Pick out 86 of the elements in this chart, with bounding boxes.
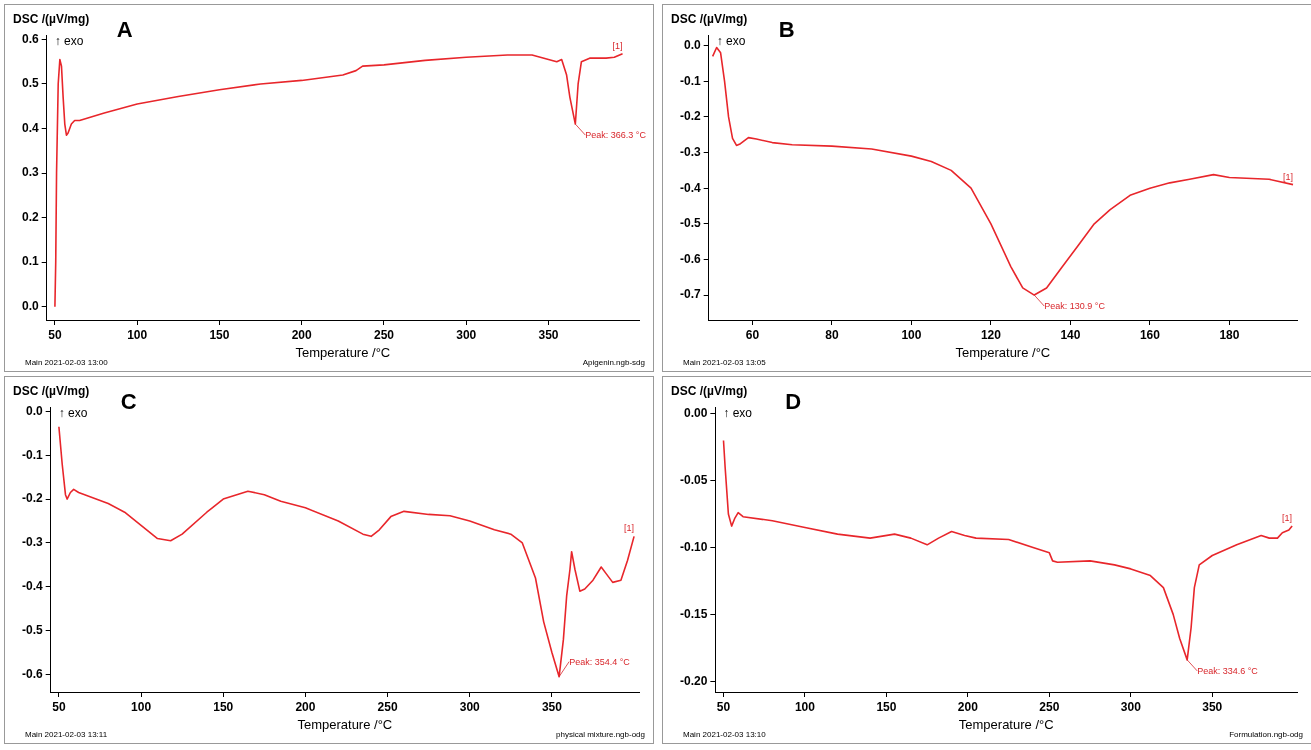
x-tick-label: 150 — [209, 327, 230, 342]
y-axis-title: DSC /(µV/mg) — [671, 12, 748, 26]
text: physical mixture.ngb-odg — [556, 730, 645, 739]
x-axis-title: Temperature /°C — [955, 344, 1051, 360]
y-tick-label: -0.3 — [679, 144, 701, 159]
x-tick-label: 160 — [1139, 327, 1161, 342]
x-tick-label: 200 — [291, 327, 313, 342]
x-tick-label: 250 — [373, 327, 395, 342]
annotation: [1] — [1283, 171, 1294, 182]
y-tick-label: -0.05 — [679, 472, 708, 487]
x-tick-label: 120 — [980, 327, 1002, 342]
y-tick-label: 0.3 — [21, 165, 39, 180]
y-axis-title: DSC /(µV/mg) — [671, 384, 748, 398]
x-tick-label: 50 — [52, 699, 66, 714]
y-tick-label: 0.0 — [683, 38, 701, 52]
x-tick-label: 300 — [459, 699, 481, 714]
x-tick-label: 100 — [794, 699, 816, 714]
y-tick-label: -0.3 — [21, 535, 43, 550]
x-tick-label: 50 — [48, 327, 62, 342]
annotation: ↑ exo — [58, 406, 88, 420]
annotation: [1] — [624, 523, 635, 534]
x-axis-title: Temperature /°C — [958, 716, 1054, 732]
y-tick-label: 0.0 — [25, 403, 43, 418]
x-tick-label: 150 — [876, 699, 897, 714]
y-tick-label: 0.5 — [21, 76, 39, 91]
y-tick-label: 0.4 — [21, 120, 39, 135]
y-tick-label: 0.2 — [21, 209, 39, 224]
text: Main 2021-02-03 13:10 — [683, 730, 767, 739]
y-tick-label: 0.6 — [21, 31, 39, 46]
x-axis-title: Temperature /°C — [295, 344, 391, 360]
y-tick-label: -0.15 — [679, 606, 708, 621]
x-tick-label: 250 — [1039, 699, 1060, 714]
x-tick-label: 80 — [825, 327, 839, 342]
x-tick-label: 200 — [957, 699, 979, 714]
annotation: [1] — [612, 40, 623, 51]
x-tick-label: 200 — [295, 699, 316, 714]
x-tick-label: 50 — [716, 699, 731, 714]
x-tick-label: 250 — [377, 699, 398, 714]
x-tick-label: 180 — [1219, 327, 1240, 342]
y-tick-label: -0.4 — [679, 180, 701, 195]
chart-title: B — [778, 17, 795, 42]
text: Main 2021-02-03 13:11 — [25, 730, 108, 739]
annotation: Peak: 334.6 °C — [1197, 665, 1259, 676]
y-tick-label: -0.4 — [21, 579, 43, 594]
x-tick-label: 300 — [1120, 699, 1142, 714]
y-tick-label: -0.6 — [21, 666, 43, 681]
x-tick-label: 100 — [901, 327, 922, 342]
y-tick-label: -0.5 — [21, 622, 43, 637]
annotation: ↑ exo — [716, 34, 746, 48]
x-tick-label: 140 — [1060, 327, 1081, 342]
annotation: [1] — [1282, 513, 1293, 524]
y-tick-label: -0.1 — [21, 447, 43, 462]
x-tick-label: 350 — [538, 327, 559, 342]
annotation: ↑ exo — [54, 34, 84, 48]
annotation: Peak: 354.4 °C — [569, 656, 631, 667]
y-tick-label: -0.20 — [679, 673, 708, 688]
text: Formulation.ngb-odg — [1229, 730, 1303, 739]
y-tick-label: 0.1 — [21, 254, 39, 269]
annotation: Peak: 130.9 °C — [1044, 301, 1106, 312]
x-tick-label: 60 — [745, 327, 760, 342]
x-tick-label: 100 — [131, 699, 152, 714]
chart-title: D — [785, 389, 802, 414]
annotation: ↑ exo — [723, 406, 753, 420]
x-tick-label: 100 — [127, 327, 148, 342]
y-tick-label: -0.2 — [679, 109, 701, 124]
x-tick-label: 350 — [1202, 699, 1223, 714]
text: Main 2021-02-03 13:00 — [25, 358, 109, 367]
y-tick-label: -0.2 — [21, 491, 43, 506]
y-tick-label: -0.1 — [679, 73, 701, 88]
y-tick-label: -0.10 — [679, 539, 708, 554]
x-tick-label: 300 — [456, 327, 477, 342]
x-tick-label: 350 — [541, 699, 563, 714]
chart-title: C — [120, 389, 137, 414]
x-axis-title: Temperature /°C — [297, 716, 393, 732]
y-tick-label: 0.00 — [683, 406, 708, 420]
y-tick-label: -0.6 — [679, 251, 701, 266]
y-axis-title: DSC /(µV/mg) — [13, 12, 90, 26]
annotation: Peak: 366.3 °C — [585, 130, 647, 141]
y-tick-label: -0.5 — [679, 216, 701, 231]
text: Apigenin.ngb-sdg — [582, 358, 645, 367]
y-axis-title: DSC /(µV/mg) — [13, 384, 90, 398]
y-tick-label: 0.0 — [21, 298, 39, 313]
y-tick-label: -0.7 — [679, 287, 701, 302]
text: Main 2021-02-03 13:05 — [683, 358, 767, 367]
x-tick-label: 150 — [213, 699, 234, 714]
chart-title: A — [116, 17, 133, 42]
